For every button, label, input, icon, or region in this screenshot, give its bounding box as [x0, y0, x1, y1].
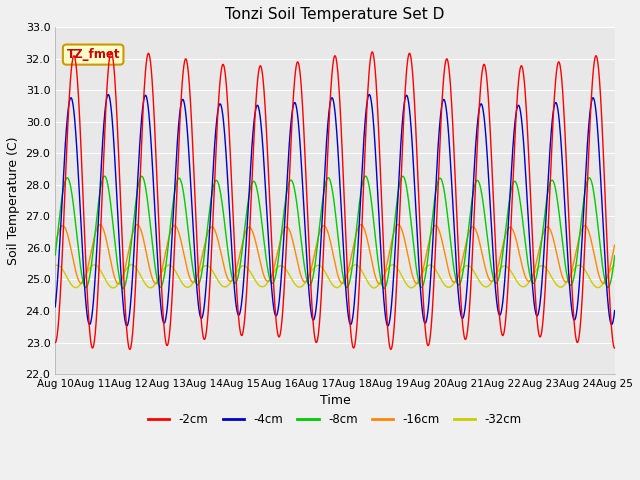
Legend: -2cm, -4cm, -8cm, -16cm, -32cm: -2cm, -4cm, -8cm, -16cm, -32cm — [143, 408, 527, 431]
Title: Tonzi Soil Temperature Set D: Tonzi Soil Temperature Set D — [225, 7, 445, 22]
X-axis label: Time: Time — [319, 395, 350, 408]
Y-axis label: Soil Temperature (C): Soil Temperature (C) — [7, 136, 20, 265]
Text: TZ_fmet: TZ_fmet — [67, 48, 120, 61]
